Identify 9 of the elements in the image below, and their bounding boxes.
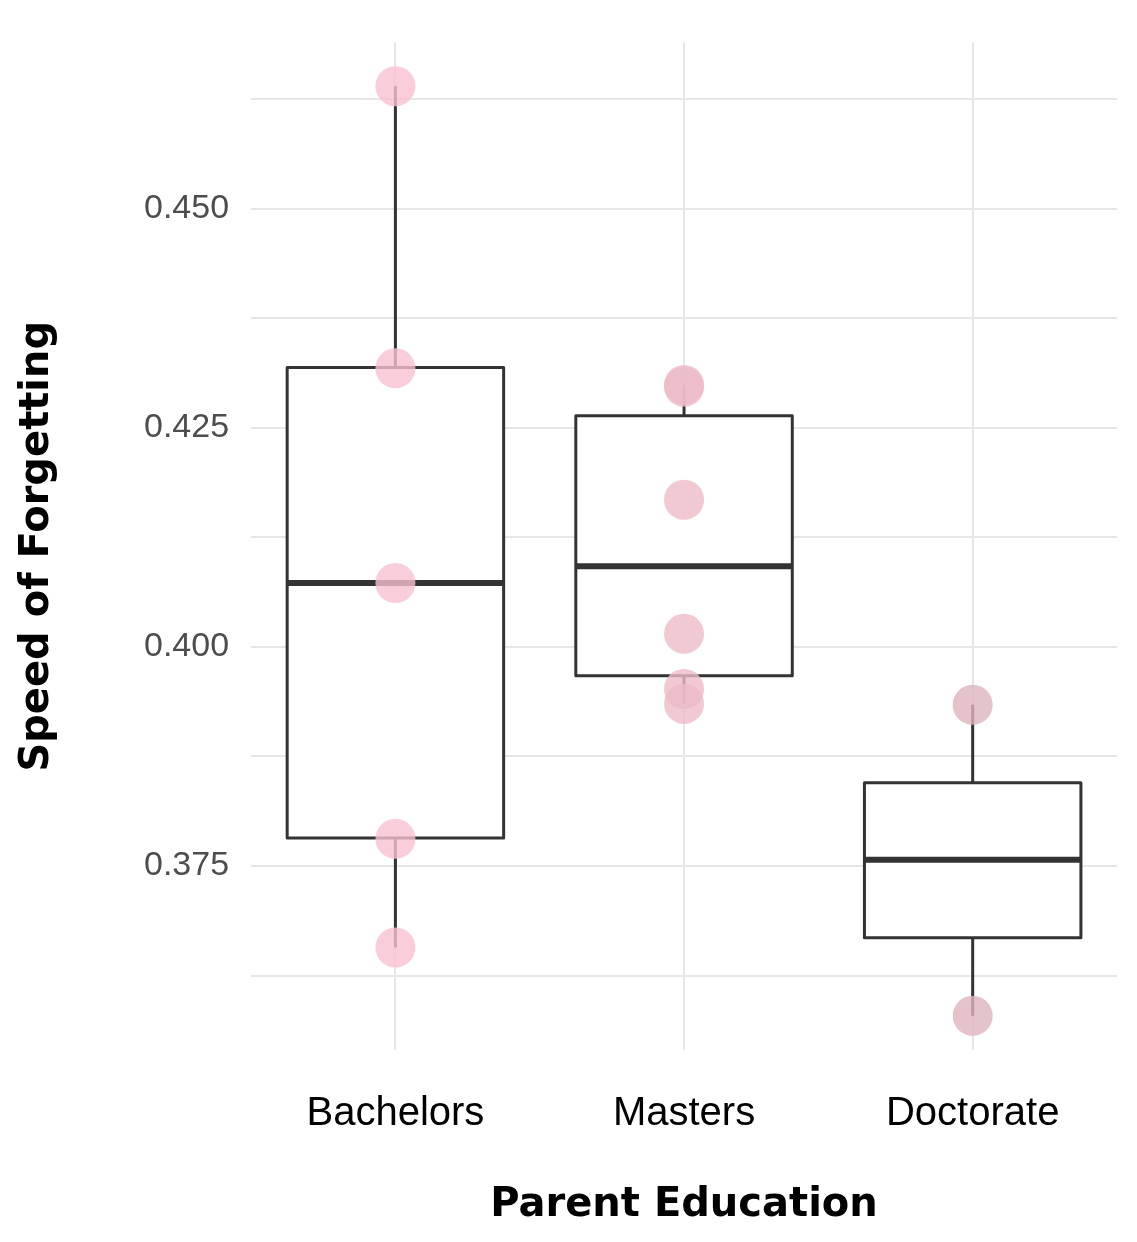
x-tick-label: Masters xyxy=(612,1089,756,1134)
y-axis-title: Speed of Forgetting xyxy=(11,320,58,772)
y-tick-label: 0.400 xyxy=(143,625,230,664)
x-tick-label: Bachelors xyxy=(306,1089,485,1134)
x-tick-label: Doctorate xyxy=(885,1089,1060,1134)
y-tick-label: 0.450 xyxy=(143,187,230,226)
x-axis-title: Parent Education xyxy=(490,1179,878,1226)
y-tick-label: 0.425 xyxy=(143,406,230,445)
y-tick-label: 0.375 xyxy=(143,844,230,883)
